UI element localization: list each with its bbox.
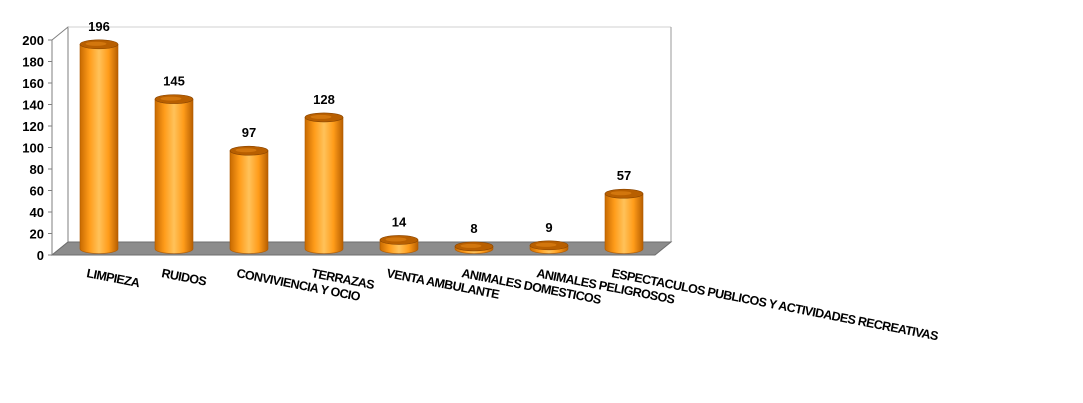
- bar-top-highlight: [535, 242, 557, 247]
- y-tick-label: 100: [22, 141, 44, 156]
- x-tick-label: ESPECTACULOS PUBLICOS Y ACTIVIDADES RECR…: [610, 266, 939, 343]
- bar-top-highlight: [385, 237, 407, 242]
- data-label: 9: [545, 220, 552, 235]
- y-axis: 0 20 40 60 80 100 120 140 160 180 200: [22, 33, 53, 263]
- data-label: 14: [392, 214, 407, 229]
- bar-top-highlight: [85, 41, 107, 46]
- bar: [229, 145, 269, 254]
- x-tick-label: RUIDOS: [160, 266, 207, 288]
- data-label: 8: [470, 221, 477, 236]
- y-tick-label: 40: [30, 205, 44, 220]
- y-tick-label: 80: [30, 162, 44, 177]
- data-label: 57: [617, 168, 631, 183]
- bar: [529, 240, 569, 254]
- y-tick-label: 200: [22, 33, 44, 48]
- data-label: 145: [163, 74, 185, 89]
- x-axis-labels: LIMPIEZA RUIDOS CONVIVIENCIA Y OCIOTERRAZA…: [85, 266, 939, 343]
- y-tick-label: 60: [30, 184, 44, 199]
- bar: [379, 235, 419, 254]
- bar-body: [604, 193, 644, 254]
- bar: [154, 94, 194, 254]
- y-tick-label: 180: [22, 55, 44, 70]
- bar-body: [154, 98, 194, 254]
- y-tick-label: 120: [22, 119, 44, 134]
- data-label: 128: [313, 92, 335, 107]
- bars: [79, 39, 644, 254]
- bar: [79, 39, 119, 254]
- bar: [604, 188, 644, 254]
- side-wall: [51, 25, 69, 257]
- x-tick-label: LIMPIEZA: [85, 266, 141, 290]
- bar-top-highlight: [460, 243, 482, 248]
- y-tick-label: 20: [30, 227, 44, 242]
- bar-body: [229, 150, 269, 254]
- bar-top-highlight: [610, 191, 632, 196]
- bar-top-highlight: [160, 96, 182, 101]
- chart-floor: [50, 241, 673, 256]
- bar-top-highlight: [235, 148, 257, 153]
- data-label: 97: [242, 125, 256, 140]
- floor-plane: [50, 241, 673, 256]
- bar-body: [304, 117, 344, 254]
- y-tick-label: 0: [37, 248, 44, 263]
- bar-body: [79, 44, 119, 254]
- bar-top-highlight: [310, 114, 332, 119]
- y-tick-label: 140: [22, 98, 44, 113]
- bar: [454, 241, 494, 254]
- y-tick-label: 160: [22, 76, 44, 91]
- bar: [304, 112, 344, 254]
- data-labels: 196 145 97 128 14 8 9 57: [88, 19, 631, 236]
- data-label: 196: [88, 19, 110, 34]
- chart-walls: [51, 25, 672, 257]
